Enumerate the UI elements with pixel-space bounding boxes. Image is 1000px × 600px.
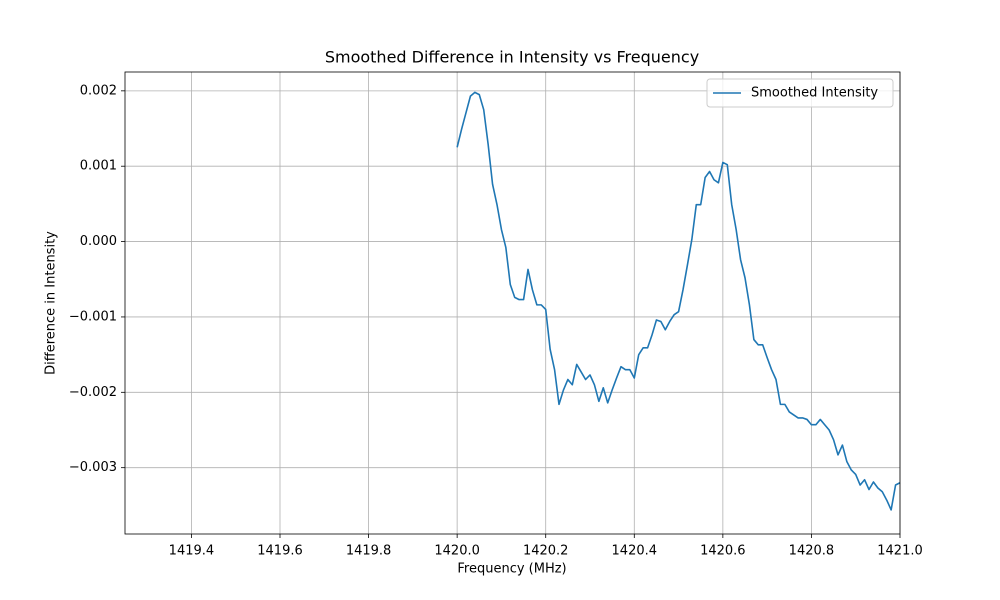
x-axis-label: Frequency (MHz) — [457, 562, 566, 577]
y-tick-label: −0.001 — [69, 309, 117, 324]
x-tick-label: 1420.0 — [434, 544, 480, 559]
x-tick-label: 1420.8 — [789, 544, 835, 559]
chart-title: Smoothed Difference in Intensity vs Freq… — [325, 48, 699, 67]
y-tick-label: −0.003 — [69, 460, 117, 475]
x-tick-label: 1420.4 — [612, 544, 658, 559]
x-tick-label: 1419.6 — [257, 544, 303, 559]
y-axis-label: Difference in Intensity — [44, 231, 59, 375]
x-tick-label: 1420.6 — [700, 544, 746, 559]
y-tick-label: 0.000 — [80, 234, 117, 249]
y-tick-label: 0.001 — [80, 159, 117, 174]
y-tick-label: −0.002 — [69, 385, 117, 400]
y-tick-label: 0.002 — [80, 83, 117, 98]
x-tick-label: 1421.0 — [877, 544, 923, 559]
line — [456, 91, 901, 511]
legend-box — [706, 78, 894, 108]
x-tick-label: 1420.2 — [523, 544, 569, 559]
plot-frame — [124, 71, 901, 535]
x-tick-label: 1419.4 — [169, 544, 215, 559]
legend-label: Smoothed Intensity — [751, 86, 878, 101]
x-tick-label: 1419.8 — [346, 544, 392, 559]
